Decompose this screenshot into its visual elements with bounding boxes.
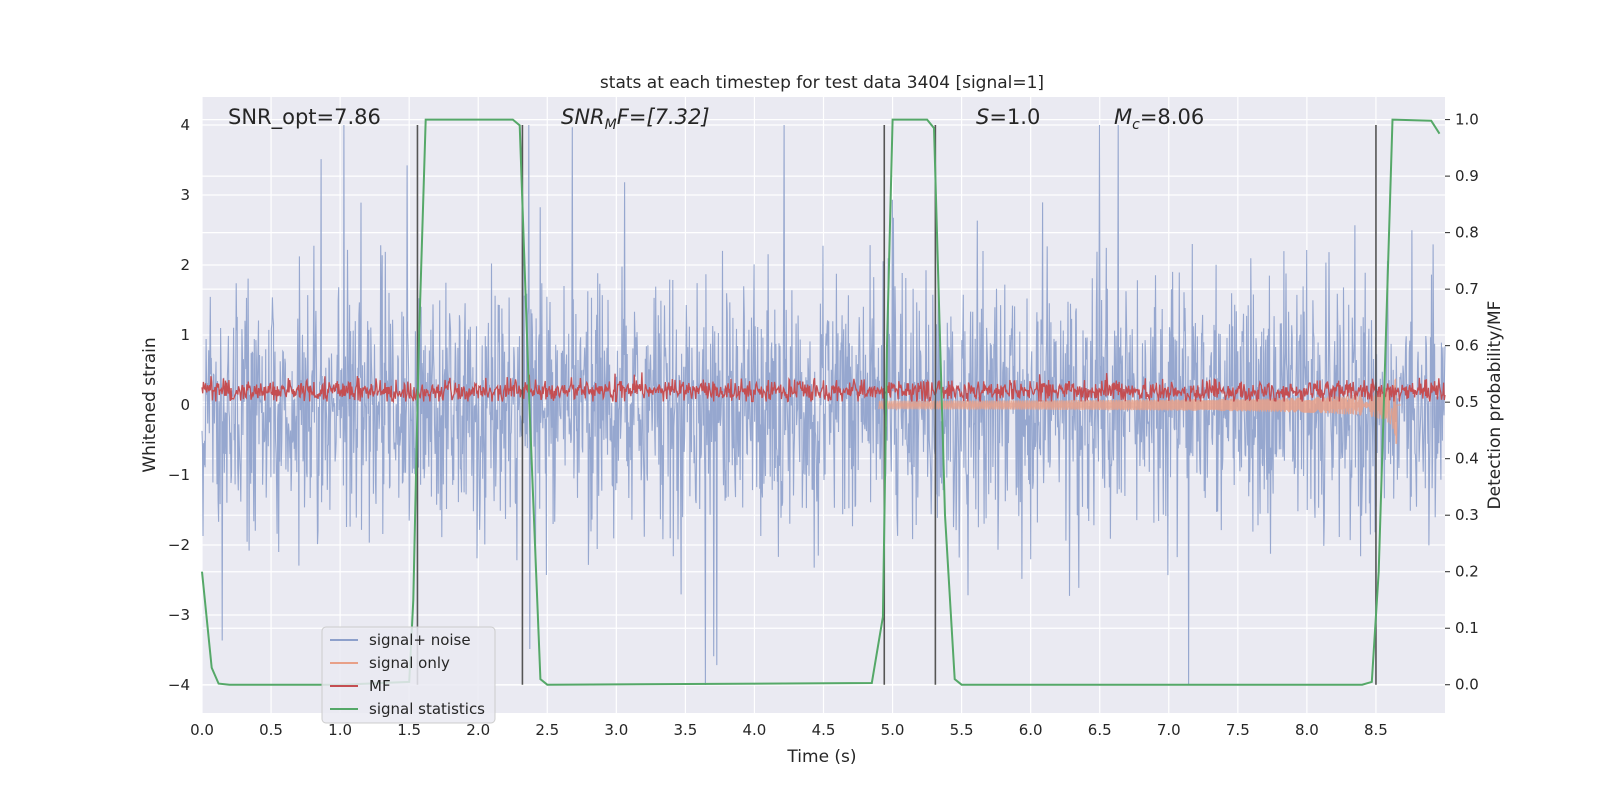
- legend: signal+ noise signal only MF signal stat…: [321, 626, 496, 724]
- y-axis-ticks: −4 −3 −2 −1 0 1 2 3 4: [168, 116, 190, 694]
- x-tick-label-11: 5.5: [950, 721, 974, 739]
- x-tick-label-14: 7.0: [1157, 721, 1181, 739]
- snr-mf-base: SNR: [561, 105, 605, 129]
- y-tick-label-3: −1: [168, 466, 190, 484]
- legend-box: [321, 626, 496, 724]
- x-tick-label-4: 2.0: [466, 721, 490, 739]
- x-tick-label-1: 0.5: [259, 721, 283, 739]
- x-axis-ticks: 0.0 0.5 1.0 1.5 2.0 2.5 3.0 3.5 4.0 4.5 5.0 5.5 6.0 6…: [190, 721, 1388, 739]
- y-tick-label-7: 3: [180, 186, 190, 204]
- series-mf: [201, 372, 1446, 404]
- y-tick-label-5: 1: [180, 326, 190, 344]
- x-tick-label-7: 3.5: [673, 721, 697, 739]
- x-tick-label-17: 8.5: [1364, 721, 1388, 739]
- legend-label-signal-plus-noise: signal+ noise: [369, 631, 471, 649]
- y-tick-label-0: −4: [168, 676, 190, 694]
- y-tick-label-4: 0: [180, 396, 190, 414]
- x-tick-label-16: 8.0: [1295, 721, 1319, 739]
- y-right-tick-label-4: 0.4: [1455, 450, 1479, 468]
- y-axis-label: Whitened strain: [140, 337, 160, 472]
- s-rest: =1.0: [989, 105, 1040, 129]
- snr-mf-rest: F=[7.32]: [617, 105, 710, 129]
- legend-label-signal-statistics: signal statistics: [369, 700, 485, 718]
- x-tick-label-13: 6.5: [1088, 721, 1112, 739]
- x-tick-label-15: 7.5: [1226, 721, 1250, 739]
- y-right-axis-label: Detection probability/MF: [1485, 301, 1505, 510]
- x-tick-label-2: 1.0: [328, 721, 352, 739]
- y-right-tick-label-8: 0.8: [1455, 224, 1479, 242]
- y-right-tick-label-6: 0.6: [1455, 337, 1479, 355]
- x-tick-label-8: 4.0: [743, 721, 767, 739]
- y-right-tick-label-9: 0.9: [1455, 167, 1479, 185]
- y-tick-label-1: −3: [168, 606, 190, 624]
- y-right-tick-label-10: 1.0: [1455, 111, 1479, 129]
- y-tick-label-8: 4: [180, 116, 190, 134]
- series-signal-plus-noise: [201, 124, 1446, 686]
- annotation-mc: Mc=8.06: [1114, 105, 1204, 133]
- y-right-axis-ticks: 0.0 0.1 0.2 0.3 0.4 0.5 0.6 0.7 0.8 0.9 1.0: [1445, 111, 1479, 694]
- legend-label-signal-only: signal only: [369, 654, 450, 672]
- mc-rest: =8.06: [1140, 105, 1204, 129]
- series-signal-only: [878, 378, 1401, 444]
- y-right-tick-label-0: 0.0: [1455, 676, 1479, 694]
- y-right-tick-label-5: 0.5: [1455, 393, 1479, 411]
- snr-mf-sub: M: [605, 117, 617, 133]
- chart-title: stats at each timestep for test data 340…: [600, 73, 1044, 93]
- signal-only-line: [878, 378, 1401, 444]
- mc-sub: c: [1132, 117, 1140, 133]
- y-tick-label-6: 2: [180, 256, 190, 274]
- legend-label-mf: MF: [369, 677, 391, 695]
- x-tick-label-9: 4.5: [812, 721, 836, 739]
- x-tick-label-0: 0.0: [190, 721, 214, 739]
- mc-base: M: [1114, 105, 1132, 129]
- annotation-s: S=1.0: [976, 105, 1040, 129]
- annotations: SNR_opt=7.86 SNRMF=[7.32] S=1.0 Mc=8.06: [228, 105, 1204, 133]
- y-right-tick-label-3: 0.3: [1455, 506, 1479, 524]
- y-right-tick-label-2: 0.2: [1455, 563, 1479, 581]
- x-tick-label-5: 2.5: [535, 721, 559, 739]
- annotation-snr-opt: SNR_opt=7.86: [228, 105, 381, 130]
- annotation-snr-mf: SNRMF=[7.32]: [561, 105, 710, 133]
- y-tick-label-2: −2: [168, 536, 190, 554]
- x-tick-label-12: 6.0: [1019, 721, 1043, 739]
- x-tick-label-10: 5.0: [881, 721, 905, 739]
- x-tick-label-6: 3.0: [604, 721, 628, 739]
- y-right-tick-label-1: 0.1: [1455, 619, 1479, 637]
- s-italic: S: [976, 105, 989, 129]
- x-axis-label: Time (s): [786, 747, 856, 767]
- signal-plus-noise-line: [201, 124, 1446, 686]
- mf-line: [201, 372, 1446, 404]
- x-tick-label-3: 1.5: [397, 721, 421, 739]
- y-right-tick-label-7: 0.7: [1455, 280, 1479, 298]
